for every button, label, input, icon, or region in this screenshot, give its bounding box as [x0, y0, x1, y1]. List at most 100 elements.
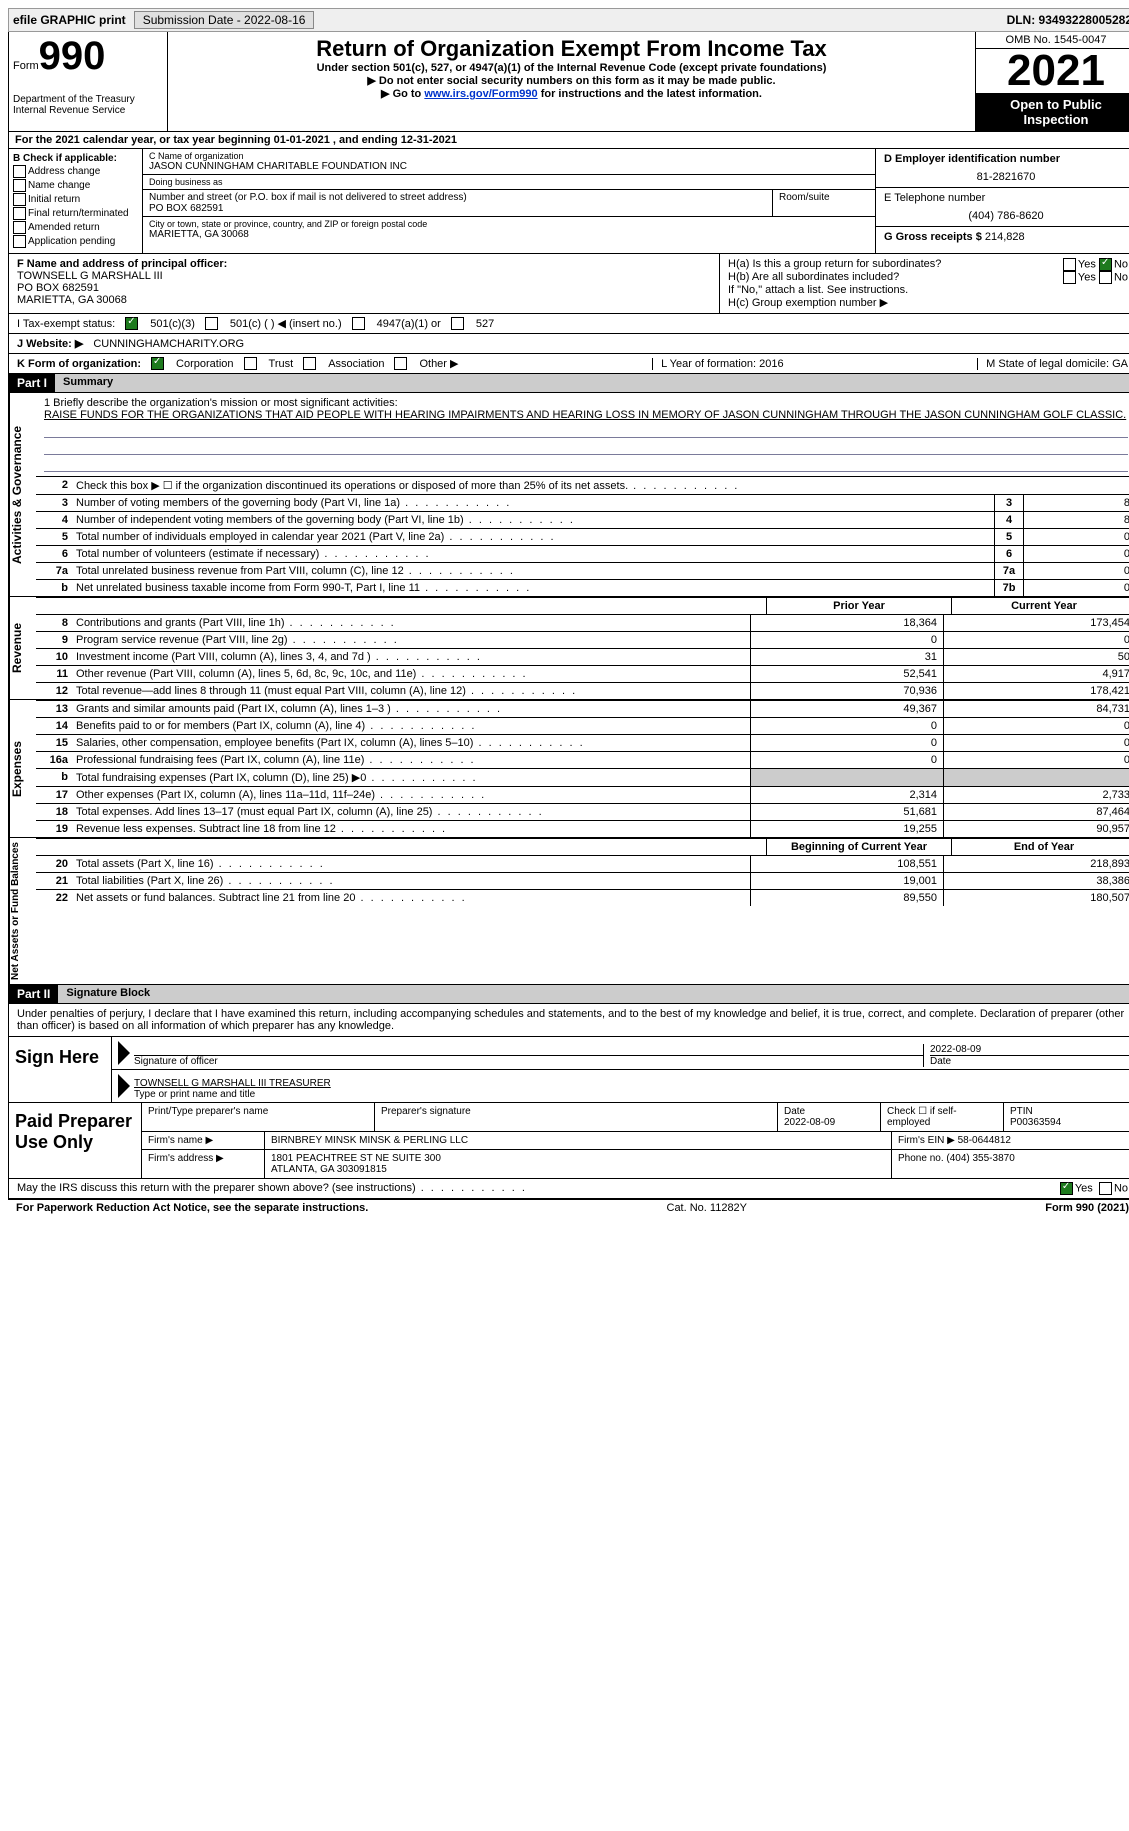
city-label: City or town, state or province, country…: [149, 219, 869, 229]
form-word: Form: [13, 60, 39, 72]
paid-preparer-block: Paid Preparer Use Only Print/Type prepar…: [8, 1103, 1129, 1179]
financial-row: 13Grants and similar amounts paid (Part …: [36, 700, 1129, 717]
org-name-label: C Name of organization: [149, 151, 869, 161]
dept-label: Department of the Treasury Internal Reve…: [13, 94, 163, 116]
gross-value: 214,828: [985, 231, 1025, 243]
financial-row: 9Program service revenue (Part VIII, lin…: [36, 631, 1129, 648]
ha-no[interactable]: [1099, 258, 1112, 271]
tax-status-label: I Tax-exempt status:: [17, 318, 115, 330]
chk-final-return[interactable]: Final return/terminated: [13, 207, 138, 220]
chk-name-change[interactable]: Name change: [13, 179, 138, 192]
part1-title: Summary: [55, 374, 1129, 392]
discuss-no[interactable]: [1099, 1182, 1112, 1195]
ha-yes[interactable]: [1063, 258, 1076, 271]
header-right-box: OMB No. 1545-0047 2021 Open to Public In…: [975, 32, 1129, 131]
discuss-row: May the IRS discuss this return with the…: [8, 1179, 1129, 1199]
box-h: H(a) Is this a group return for subordin…: [720, 254, 1129, 313]
box-g: G Gross receipts $ 214,828: [876, 227, 1129, 247]
submission-date-button[interactable]: Submission Date - 2022-08-16: [134, 11, 315, 29]
chk-assoc[interactable]: [303, 357, 316, 370]
form-note-goto: Go to www.irs.gov/Form990 for instructio…: [176, 87, 967, 100]
financial-row: 10Investment income (Part VIII, column (…: [36, 648, 1129, 665]
city-box: City or town, state or province, country…: [143, 217, 875, 242]
officer-name-line: TOWNSELL G MARSHALL III TREASURERType or…: [112, 1070, 1129, 1102]
gross-label: G Gross receipts $: [884, 231, 982, 243]
chk-initial-return[interactable]: Initial return: [13, 193, 138, 206]
part2-title: Signature Block: [58, 985, 1129, 1003]
chk-501c[interactable]: [205, 317, 218, 330]
paid-row-2: Firm's name ▶ BIRNBREY MINSK MINSK & PER…: [142, 1132, 1129, 1150]
end-year-hdr: End of Year: [951, 839, 1129, 855]
street-value: PO BOX 682591: [149, 203, 766, 214]
k-label: K Form of organization:: [17, 358, 141, 370]
hc-label: H(c) Group exemption number ▶: [728, 296, 1128, 309]
chk-corp[interactable]: [151, 357, 164, 370]
financial-row: bTotal fundraising expenses (Part IX, co…: [36, 768, 1129, 786]
box-b-label: B Check if applicable:: [13, 153, 138, 164]
fin-header-rev: Prior Year Current Year: [36, 597, 1129, 614]
firm-ein: Firm's EIN ▶ 58-0644812: [892, 1132, 1129, 1149]
chk-527[interactable]: [451, 317, 464, 330]
phone-label: E Telephone number: [884, 192, 1128, 204]
governance-row: 5Total number of individuals employed in…: [36, 528, 1129, 545]
box-f: F Name and address of principal officer:…: [9, 254, 720, 313]
netassets-section: Net Assets or Fund Balances Beginning of…: [8, 838, 1129, 985]
entity-block: B Check if applicable: Address change Na…: [8, 149, 1129, 254]
financial-row: 14Benefits paid to or for members (Part …: [36, 717, 1129, 734]
mission-box: 1 Briefly describe the organization's mi…: [36, 393, 1129, 476]
side-expenses: Expenses: [9, 700, 36, 837]
form-number-box: Form990 Department of the Treasury Inter…: [9, 32, 168, 131]
sig-date: 2022-08-09: [930, 1044, 1129, 1055]
officer-printed-name: TOWNSELL G MARSHALL III TREASURER: [134, 1078, 1129, 1089]
m-state: M State of legal domicile: GA: [977, 358, 1128, 370]
form-note-ssn: Do not enter social security numbers on …: [176, 74, 967, 87]
financial-row: 15Salaries, other compensation, employee…: [36, 734, 1129, 751]
chk-address-change[interactable]: Address change: [13, 165, 138, 178]
governance-row: bNet unrelated business taxable income f…: [36, 579, 1129, 596]
chk-amended-return[interactable]: Amended return: [13, 221, 138, 234]
chk-4947[interactable]: [352, 317, 365, 330]
governance-section: Activities & Governance 1 Briefly descri…: [8, 393, 1129, 597]
ein-label: D Employer identification number: [884, 153, 1128, 165]
governance-row: 2Check this box ▶ ☐ if the organization …: [36, 476, 1129, 494]
footer-right: Form 990 (2021): [1045, 1202, 1129, 1214]
line-a-calendar: For the 2021 calendar year, or tax year …: [8, 132, 1129, 149]
hb-no[interactable]: [1099, 271, 1112, 284]
footer-cat: Cat. No. 11282Y: [368, 1202, 1045, 1214]
officer-name-label: Type or print name and title: [134, 1089, 1129, 1100]
tax-status-row: I Tax-exempt status: 501(c)(3) 501(c) ( …: [8, 314, 1129, 334]
open-to-public: Open to Public Inspection: [976, 93, 1129, 131]
chk-501c3[interactable]: [125, 317, 138, 330]
hb-note: If "No," attach a list. See instructions…: [728, 284, 1128, 296]
k-org-row: K Form of organization: Corporation Trus…: [8, 354, 1129, 374]
hb-yes[interactable]: [1063, 271, 1076, 284]
header-title-area: Return of Organization Exempt From Incom…: [168, 32, 975, 131]
financial-row: 20Total assets (Part X, line 16)108,5512…: [36, 855, 1129, 872]
part1-tag: Part I: [9, 374, 55, 392]
firm-addr: 1801 PEACHTREE ST NE SUITE 300 ATLANTA, …: [265, 1150, 892, 1178]
financial-row: 16aProfessional fundraising fees (Part I…: [36, 751, 1129, 768]
sign-here-block: Sign Here Signature of officer 2022-08-0…: [8, 1037, 1129, 1103]
sig-officer-label: Signature of officer: [134, 1055, 923, 1067]
city-value: MARIETTA, GA 30068: [149, 229, 869, 240]
officer-label: F Name and address of principal officer:: [17, 258, 227, 270]
current-year-hdr: Current Year: [951, 598, 1129, 614]
firm-name: BIRNBREY MINSK MINSK & PERLING LLC: [265, 1132, 892, 1149]
form-header: Form990 Department of the Treasury Inter…: [8, 32, 1129, 132]
irs-link[interactable]: www.irs.gov/Form990: [424, 88, 537, 100]
chk-other[interactable]: [394, 357, 407, 370]
firm-phone: Phone no. (404) 355-3870: [892, 1150, 1129, 1178]
side-governance: Activities & Governance: [9, 393, 36, 596]
governance-row: 4Number of independent voting members of…: [36, 511, 1129, 528]
discuss-yes[interactable]: [1060, 1182, 1073, 1195]
page-footer: For Paperwork Reduction Act Notice, see …: [8, 1199, 1129, 1216]
officer-signature-line: Signature of officer 2022-08-09Date: [112, 1037, 1129, 1070]
phone-value: (404) 786-8620: [884, 210, 1128, 222]
chk-application-pending[interactable]: Application pending: [13, 235, 138, 248]
chk-trust[interactable]: [244, 357, 257, 370]
governance-row: 7aTotal unrelated business revenue from …: [36, 562, 1129, 579]
arrow-icon: [118, 1074, 130, 1098]
discuss-text: May the IRS discuss this return with the…: [17, 1182, 527, 1195]
begin-year-hdr: Beginning of Current Year: [766, 839, 951, 855]
firm-addr-label: Firm's address ▶: [142, 1150, 265, 1178]
